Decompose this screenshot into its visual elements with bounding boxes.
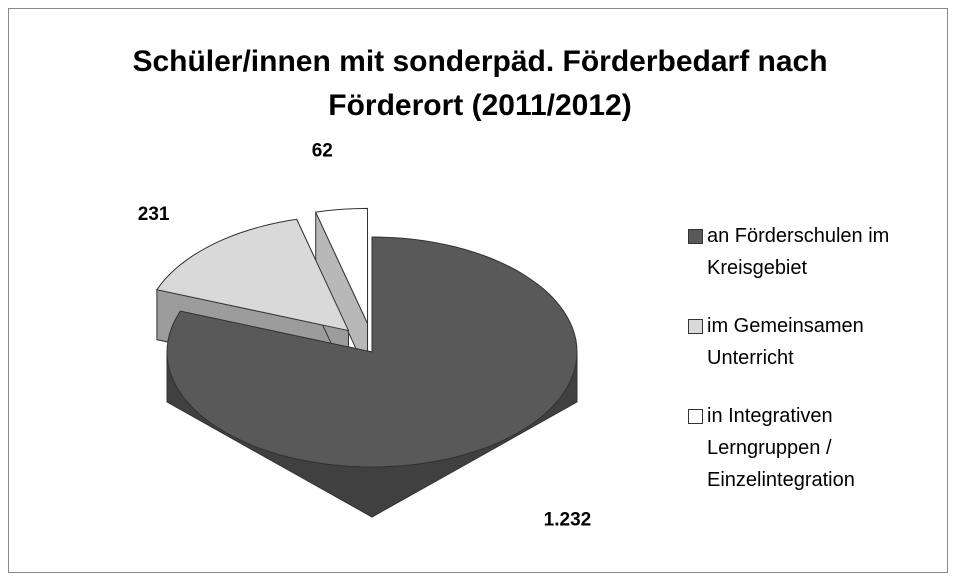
data-label: 62 bbox=[312, 140, 333, 161]
legend-swatch bbox=[688, 409, 703, 424]
legend-swatch bbox=[688, 319, 703, 334]
slice bbox=[166, 236, 578, 468]
slice bbox=[314, 207, 369, 324]
chart-title: Schüler/innen mit sonderpäd. Förderbedar… bbox=[132, 45, 828, 122]
legend-entry: in Integrativen Lerngruppen / Einzelinte… bbox=[688, 400, 948, 496]
data-label: 1.232 bbox=[544, 509, 592, 530]
legend-swatch bbox=[688, 229, 703, 244]
data-label: 231 bbox=[138, 204, 170, 225]
chart-frame bbox=[8, 8, 948, 573]
legend-label: an Förderschulen im Kreisgebiet bbox=[707, 225, 890, 279]
legend-entry: an Förderschulen im Kreisgebiet bbox=[688, 220, 948, 284]
legend-label: im Gemeinsamen Unterricht bbox=[707, 315, 864, 369]
slice bbox=[156, 218, 350, 332]
legend: an Förderschulen im Kreisgebiet im Gemein… bbox=[688, 220, 948, 522]
legend-label: in Integrativen Lerngruppen / Einzelinte… bbox=[707, 405, 855, 491]
legend-entry: im Gemeinsamen Unterricht bbox=[688, 310, 948, 374]
